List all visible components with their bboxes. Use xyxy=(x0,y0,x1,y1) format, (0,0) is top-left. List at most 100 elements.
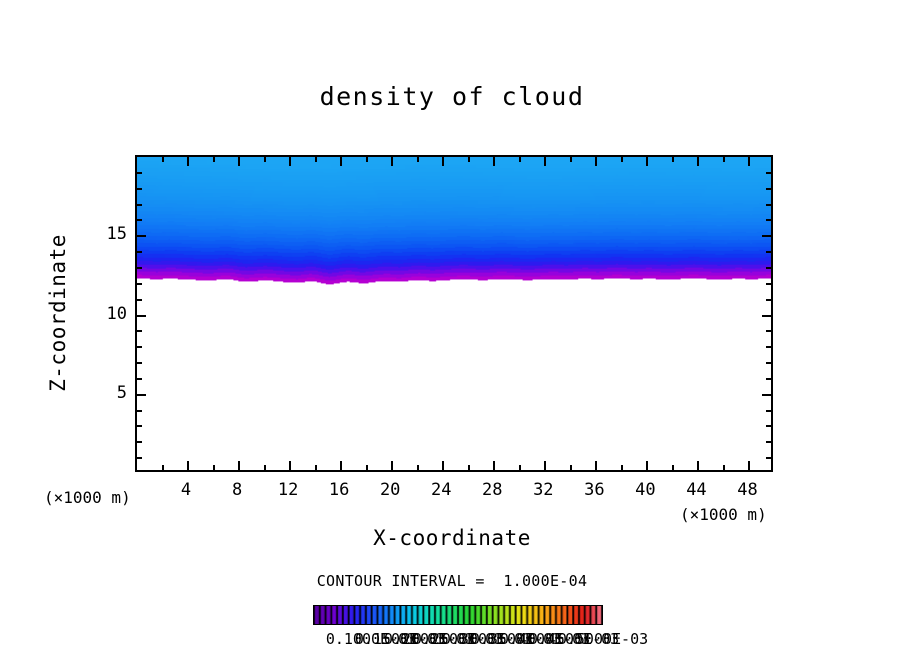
y-tick-right xyxy=(766,219,771,222)
x-tick xyxy=(314,465,317,470)
y-tick-right xyxy=(766,282,771,285)
x-tick-top xyxy=(697,157,700,166)
x-tick-top xyxy=(442,157,445,166)
x-tick-top xyxy=(289,157,292,166)
x-axis-label: X-coordinate xyxy=(373,526,531,550)
colorbar-tick-label: 0.2000E-03 xyxy=(383,630,475,648)
x-tick-label: 16 xyxy=(328,480,350,500)
x-tick xyxy=(620,465,623,470)
y-tick xyxy=(137,377,142,380)
y-tick xyxy=(137,282,142,285)
x-tick-top xyxy=(416,157,419,162)
y-tick-right xyxy=(762,393,771,396)
colorbar-tick-label: 0.5000E-03 xyxy=(557,630,649,648)
y-tick xyxy=(137,441,142,444)
y-tick xyxy=(137,425,142,428)
y-axis-label: Z-coordinate xyxy=(46,234,70,392)
x-tick xyxy=(263,465,266,470)
x-tick xyxy=(365,465,368,470)
y-tick xyxy=(137,187,142,190)
x-tick-label: 32 xyxy=(533,480,554,500)
x-tick-top xyxy=(544,157,547,166)
x-tick-label: 28 xyxy=(482,480,503,500)
y-tick-right xyxy=(766,346,771,349)
y-tick-right xyxy=(766,171,771,174)
x-tick-label: 48 xyxy=(737,480,758,500)
x-tick-top xyxy=(467,157,470,162)
x-tick-top xyxy=(340,157,343,166)
x-tick-top xyxy=(493,157,496,166)
x-tick-label: 20 xyxy=(379,480,401,500)
y-tick xyxy=(137,235,146,238)
x-tick-top xyxy=(671,157,674,162)
x-tick xyxy=(595,461,598,470)
x-tick xyxy=(544,461,547,470)
x-tick xyxy=(467,465,470,470)
colorbar-tick-label: 0.3500E-03 xyxy=(470,630,562,648)
y-tick xyxy=(137,298,142,301)
y-tick-right xyxy=(766,362,771,365)
contour-interval-label: CONTOUR INTERVAL = 1.000E-04 xyxy=(316,572,588,590)
x-tick-top xyxy=(748,157,751,166)
y-tick-right xyxy=(766,425,771,428)
y-tick xyxy=(137,393,146,396)
x-tick xyxy=(518,465,521,470)
y-tick xyxy=(137,346,142,349)
x-tick-top xyxy=(263,157,266,162)
x-tick xyxy=(442,461,445,470)
x-tick-label: 24 xyxy=(430,480,452,500)
x-tick-top xyxy=(620,157,623,162)
colorbar-tick-labels: 0.1000E-03 0.1500E-03 0.2000E-03 0.2500E-03… xyxy=(0,630,904,652)
y-tick xyxy=(137,330,142,333)
x-tick-label: 36 xyxy=(584,480,605,500)
y-tick-label: 10 xyxy=(106,303,127,324)
y-tick xyxy=(137,219,142,222)
y-tick-right xyxy=(766,251,771,254)
x-tick xyxy=(212,465,215,470)
x-tick-top xyxy=(569,157,572,162)
y-tick xyxy=(137,266,142,269)
y-tick xyxy=(137,251,142,254)
x-tick-label: 12 xyxy=(277,480,299,500)
y-tick-label: 15 xyxy=(106,224,127,245)
colorbar-tick-label: 0.4500E-03 xyxy=(528,630,620,648)
y-tick-right xyxy=(762,235,771,238)
y-tick-right xyxy=(766,266,771,269)
x-tick xyxy=(493,461,496,470)
x-tick-label: 44 xyxy=(686,480,707,500)
colorbar xyxy=(313,605,603,625)
y-tick-label: 5 xyxy=(116,382,127,403)
y-tick xyxy=(137,203,142,206)
colorbar-tick-label: 0.3000E-03 xyxy=(441,630,533,648)
x-tick xyxy=(671,465,674,470)
y-tick-right xyxy=(766,298,771,301)
x-tick xyxy=(340,461,343,470)
colorbar-canvas xyxy=(314,606,602,624)
x-tick-top xyxy=(314,157,317,162)
x-axis-unit-note: (×1000 m) xyxy=(680,505,767,524)
x-tick xyxy=(748,461,751,470)
y-tick-right xyxy=(766,409,771,412)
y-tick-right xyxy=(766,457,771,460)
colorbar-tick-label: 0.4000E-03 xyxy=(499,630,591,648)
x-tick xyxy=(391,461,394,470)
x-tick-top xyxy=(161,157,164,162)
colorbar-tick-label: 0.1000E-03 xyxy=(325,630,417,648)
x-tick-top xyxy=(391,157,394,166)
x-tick xyxy=(569,465,572,470)
y-tick xyxy=(137,171,142,174)
x-tick-top xyxy=(646,157,649,166)
colorbar-tick-label: 0.2500E-03 xyxy=(412,630,504,648)
y-tick xyxy=(137,362,142,365)
x-tick xyxy=(722,465,725,470)
x-tick xyxy=(238,461,241,470)
x-tick-label: 40 xyxy=(635,480,656,500)
x-tick-top xyxy=(722,157,725,162)
x-tick xyxy=(289,461,292,470)
x-tick-top xyxy=(187,157,190,166)
x-tick xyxy=(161,465,164,470)
x-tick-top xyxy=(365,157,368,162)
y-tick-right xyxy=(766,330,771,333)
y-tick-right xyxy=(766,377,771,380)
